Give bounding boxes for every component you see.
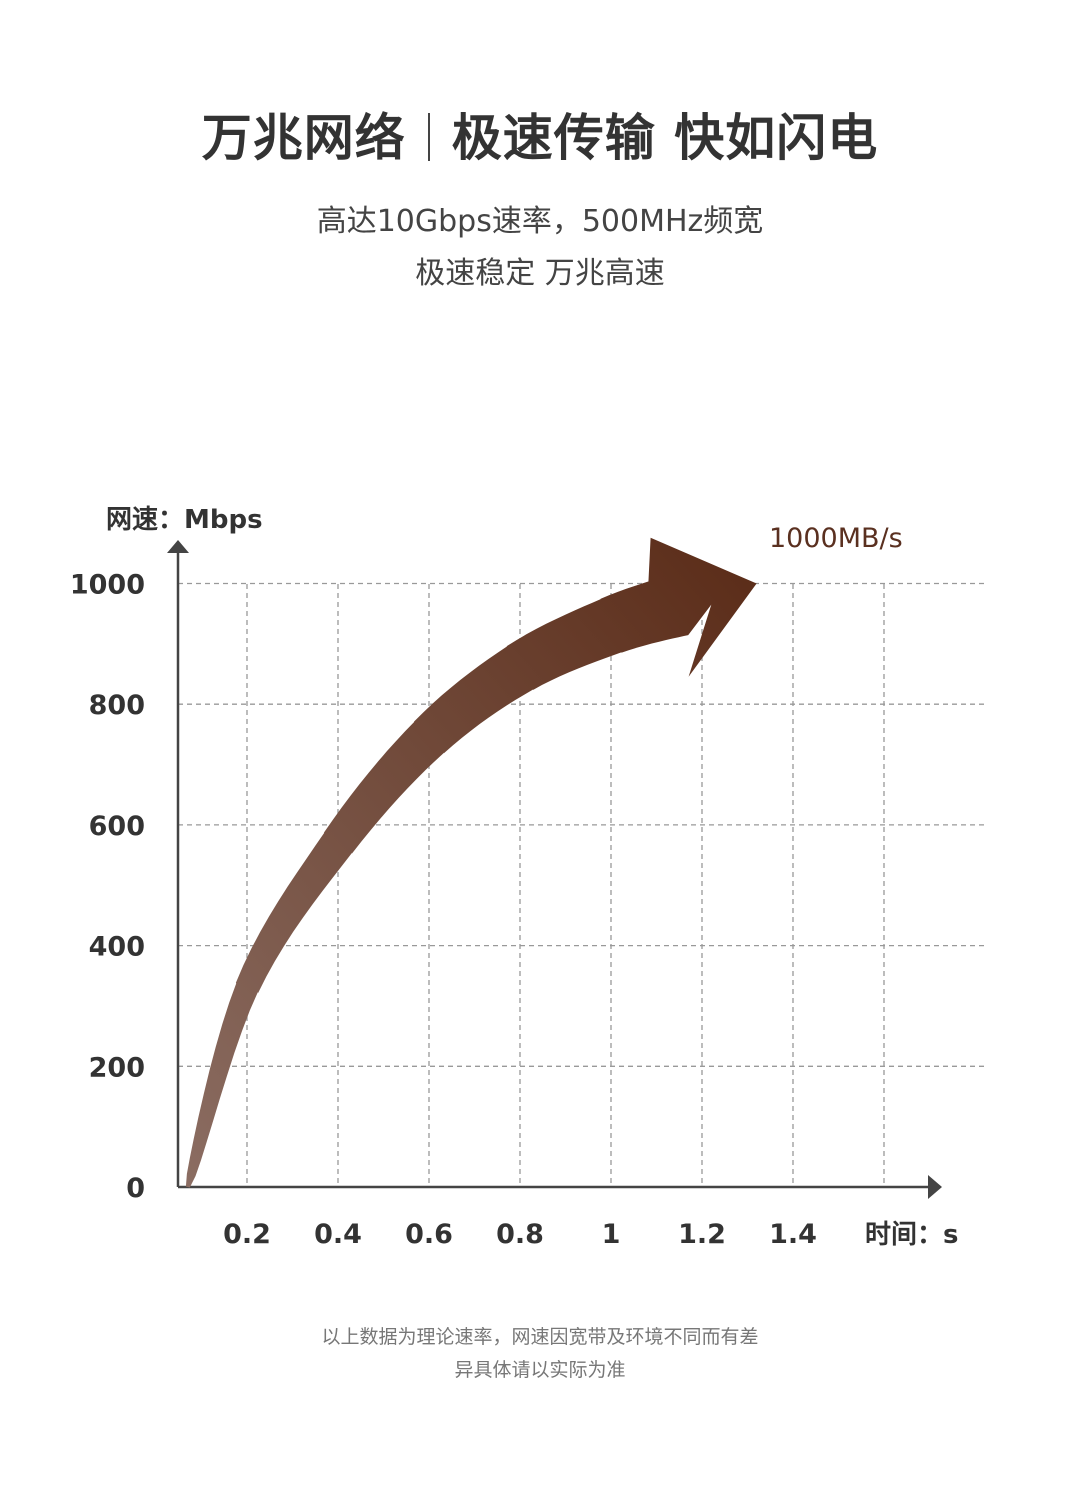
x-tick-label: 1 (602, 1219, 621, 1250)
speed-arrow (185, 537, 757, 1188)
y-axis-arrow-icon (167, 540, 189, 553)
subtitle-line2: 极速稳定 万兆高速 (415, 256, 665, 291)
title-divider (427, 113, 430, 161)
y-tick-label: 0 (126, 1173, 145, 1204)
page-title: 万兆网络 极速传输 快如闪电 (0, 98, 1080, 170)
y-axis-title: 网速：Mbps (106, 505, 263, 535)
title-right: 极速传输 快如闪电 (451, 109, 879, 167)
disclaimer-line1: 以上数据为理论速率，网速因宽带及环境不同而有差 (321, 1326, 759, 1348)
title-left: 万兆网络 (201, 109, 406, 167)
x-tick-label: 1.2 (678, 1219, 726, 1250)
x-axis-arrow-icon (928, 1175, 942, 1199)
x-tick-label: 1.4 (769, 1219, 817, 1250)
y-tick-label: 600 (89, 811, 145, 842)
y-tick-label: 1000 (70, 570, 145, 601)
speed-annotation: 1000MB/s (769, 523, 903, 554)
x-tick-label: 0.2 (223, 1219, 271, 1250)
x-tick-label: 0.8 (496, 1219, 544, 1250)
y-tick-label: 800 (89, 690, 145, 721)
y-tick-label: 400 (89, 932, 145, 963)
subtitle-line1: 高达10Gbps速率，500MHz频宽 (316, 204, 764, 239)
x-tick-label: 0.6 (405, 1219, 453, 1250)
x-tick-label: 0.4 (314, 1219, 362, 1250)
x-axis-title: 时间：s (865, 1220, 958, 1250)
disclaimer-line2: 异具体请以实际为准 (454, 1359, 626, 1381)
y-tick-label: 200 (89, 1052, 145, 1083)
